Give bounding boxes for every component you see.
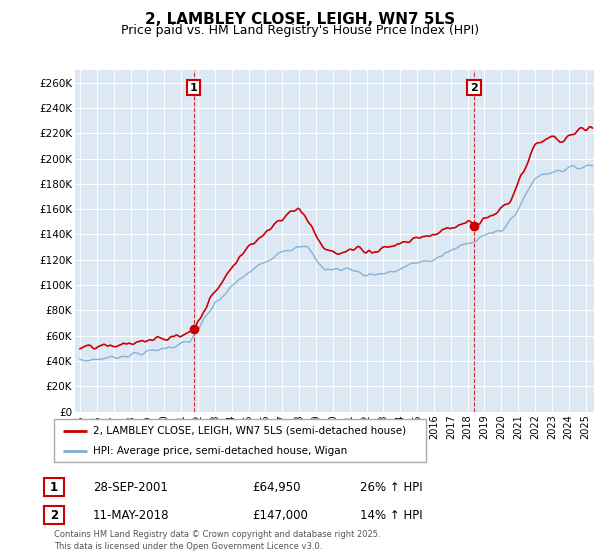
Text: 2: 2 xyxy=(50,508,58,522)
Text: 28-SEP-2001: 28-SEP-2001 xyxy=(93,480,168,494)
Text: 1: 1 xyxy=(50,480,58,494)
Text: £64,950: £64,950 xyxy=(252,480,301,494)
Text: £147,000: £147,000 xyxy=(252,508,308,522)
Text: 11-MAY-2018: 11-MAY-2018 xyxy=(93,508,170,522)
Text: 1: 1 xyxy=(190,83,197,93)
Text: HPI: Average price, semi-detached house, Wigan: HPI: Average price, semi-detached house,… xyxy=(93,446,347,455)
Text: 14% ↑ HPI: 14% ↑ HPI xyxy=(360,508,422,522)
FancyBboxPatch shape xyxy=(44,478,64,496)
Text: Contains HM Land Registry data © Crown copyright and database right 2025.
This d: Contains HM Land Registry data © Crown c… xyxy=(54,530,380,551)
Text: 2: 2 xyxy=(470,83,478,93)
FancyBboxPatch shape xyxy=(44,506,64,524)
Text: 2, LAMBLEY CLOSE, LEIGH, WN7 5LS: 2, LAMBLEY CLOSE, LEIGH, WN7 5LS xyxy=(145,12,455,27)
Text: 2, LAMBLEY CLOSE, LEIGH, WN7 5LS (semi-detached house): 2, LAMBLEY CLOSE, LEIGH, WN7 5LS (semi-d… xyxy=(93,426,406,436)
Text: Price paid vs. HM Land Registry's House Price Index (HPI): Price paid vs. HM Land Registry's House … xyxy=(121,24,479,36)
Text: 26% ↑ HPI: 26% ↑ HPI xyxy=(360,480,422,494)
